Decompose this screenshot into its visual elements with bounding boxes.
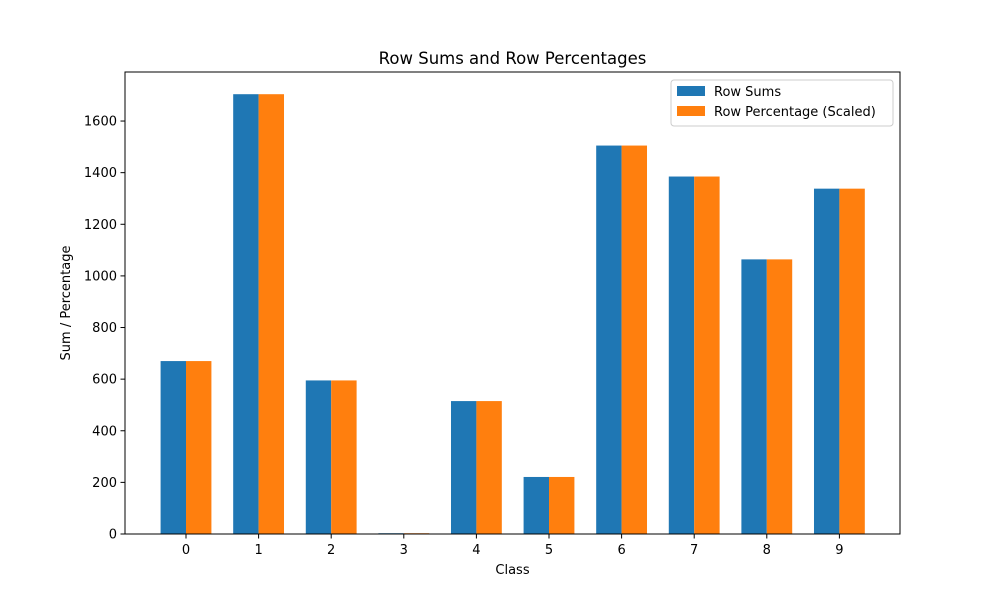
- chart-title: Row Sums and Row Percentages: [379, 49, 647, 68]
- x-tick-label-5: 5: [545, 543, 553, 558]
- bar-row-percentage-scaled-7: [694, 176, 720, 534]
- bar-row-sums-1: [233, 94, 259, 534]
- legend-frame: [670, 79, 894, 127]
- bar-row-percentage-scaled-1: [258, 94, 285, 534]
- legend-label-row-sums: Row Sums: [714, 85, 781, 100]
- bar-row-sums-8: [741, 259, 767, 534]
- y-tick-label-200: 200: [92, 476, 117, 491]
- bar-row-percentage-scaled-2: [331, 380, 357, 534]
- x-axis-title: Class: [495, 563, 529, 578]
- bar-row-percentage-scaled-6: [621, 145, 648, 534]
- y-tick-label-1200: 1200: [84, 218, 117, 233]
- y-tick-label-1400: 1400: [84, 166, 117, 181]
- y-axis-ticks: 0 200 400 600 800 1000 1200 1400 1600: [84, 115, 125, 543]
- bars-layer: [160, 94, 865, 534]
- x-tick-label-6: 6: [617, 543, 625, 558]
- x-axis-ticks: 0 1 2 3 4 5 6 7 8 9: [182, 534, 844, 558]
- plot-area-frame: [124, 71, 901, 535]
- bar-row-sums-2: [305, 380, 332, 534]
- x-tick-label-3: 3: [400, 543, 408, 558]
- x-tick-label-4: 4: [472, 543, 480, 558]
- bar-row-percentage-scaled-4: [476, 401, 502, 534]
- bar-row-percentage-scaled-8: [766, 259, 793, 534]
- x-tick-label-9: 9: [835, 543, 843, 558]
- bar-row-percentage-scaled-0: [186, 361, 212, 534]
- y-tick-label-1000: 1000: [84, 269, 117, 284]
- x-tick-label-2: 2: [327, 543, 335, 558]
- y-tick-label-600: 600: [92, 373, 117, 388]
- legend-swatch-row-sums: [677, 86, 705, 96]
- legend: Row Sums Row Percentage (Scaled): [670, 79, 894, 127]
- y-tick-label-400: 400: [92, 424, 117, 439]
- y-tick-label-1600: 1600: [84, 115, 117, 130]
- legend-swatch-row-percentage: [677, 106, 705, 116]
- bar-row-sums-7: [668, 176, 695, 534]
- x-tick-label-7: 7: [690, 543, 698, 558]
- bar-row-percentage-scaled-5: [549, 476, 575, 534]
- bar-row-sums-4: [450, 401, 477, 534]
- y-tick-label-0: 0: [109, 528, 117, 543]
- bar-row-sums-9: [813, 188, 840, 534]
- legend-label-row-percentage: Row Percentage (Scaled): [714, 105, 876, 120]
- bar-row-sums-6: [596, 145, 622, 534]
- x-tick-label-8: 8: [763, 543, 771, 558]
- y-tick-label-800: 800: [92, 321, 117, 336]
- y-axis-title: Sum / Percentage: [59, 246, 74, 361]
- x-tick-label-1: 1: [254, 543, 262, 558]
- bar-row-percentage-scaled-9: [839, 188, 865, 534]
- x-tick-label-0: 0: [182, 543, 190, 558]
- bar-row-sums-0: [160, 361, 186, 534]
- bar-row-sums-5: [523, 476, 549, 534]
